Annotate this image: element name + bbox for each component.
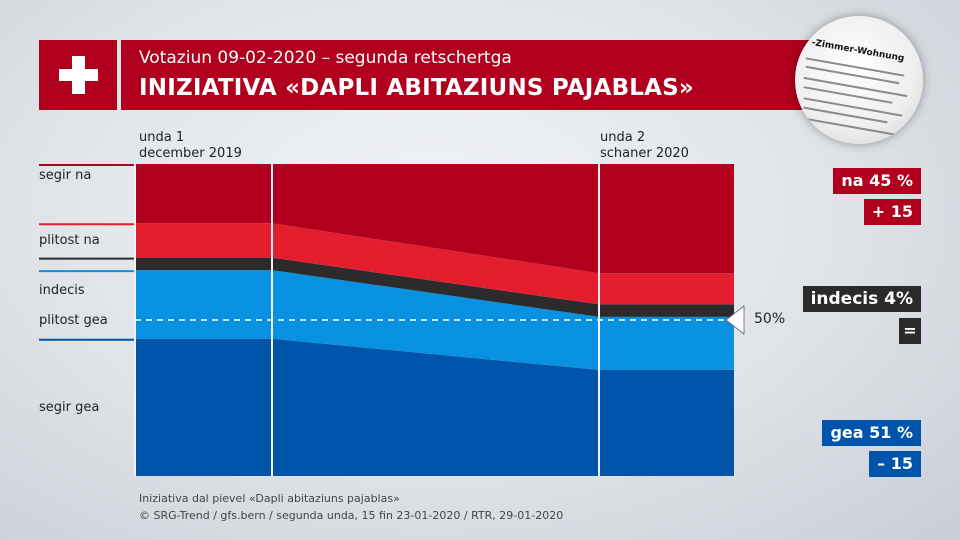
- label-segir-na: segir na: [39, 168, 92, 183]
- result-gea-box: gea 51 %: [822, 420, 921, 446]
- area-plitost-na: [135, 223, 734, 305]
- change-na-box: + 15: [863, 199, 921, 225]
- period-label-wave2: unda 2 schaner 2020: [600, 130, 689, 161]
- initiative-title: INIZIATIVA «DAPLI ABITAZIUNS PAJABLAS»: [139, 75, 694, 101]
- newspaper-photo: -Zimmer-Wohnung: [795, 16, 923, 144]
- period-label-wave1: unda 1 december 2019: [139, 130, 242, 161]
- area-segir-na: [135, 164, 734, 274]
- fifty-percent-label: 50%: [754, 311, 786, 327]
- label-indecis: indecis: [39, 283, 85, 298]
- label-plitost-gea: plitost gea: [39, 313, 108, 328]
- vote-date-subtitle: Votaziun 09-02-2020 – segunda retschertg…: [139, 48, 512, 68]
- footer-credits: © SRG-Trend / gfs.bern / segunda unda, 1…: [139, 509, 564, 522]
- change-indecis-box: =: [899, 318, 921, 344]
- header-banner: Votaziun 09-02-2020 – segunda retschertg…: [121, 40, 821, 110]
- label-plitost-na: plitost na: [39, 233, 100, 248]
- result-na-box: na 45 %: [833, 168, 921, 194]
- label-segir-gea: segir gea: [39, 400, 100, 415]
- result-indecis-box: indecis 4%: [802, 286, 921, 312]
- footer-source-title: Iniziativa dal pievel «Dapli abitaziuns …: [139, 492, 400, 505]
- fifty-percent-marker: [725, 305, 745, 335]
- area-segir-gea: [135, 338, 734, 476]
- swiss-flag-logo: [39, 40, 117, 110]
- change-gea-box: – 15: [869, 451, 921, 477]
- area-indecis: [135, 257, 734, 317]
